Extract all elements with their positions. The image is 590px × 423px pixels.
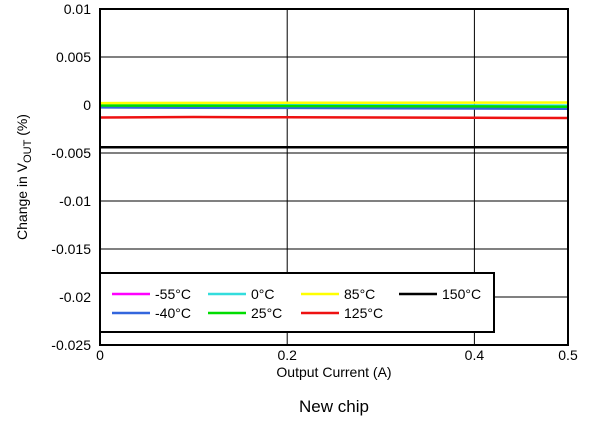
y-tick-label: -0.01 xyxy=(59,193,91,209)
series-line-125°C xyxy=(99,115,569,120)
y-axis-label-main: Change in V xyxy=(14,162,30,240)
series-layer xyxy=(99,101,569,149)
legend-box xyxy=(99,272,495,333)
y-axis-label: Change in VOUT (%) xyxy=(14,114,34,240)
legend-label-0°C: 0°C xyxy=(251,286,275,302)
x-axis-ticks: 0 0.2 0.4 0.5 xyxy=(96,347,578,363)
y-tick-label: -0.025 xyxy=(51,337,91,353)
y-tick-label: -0.02 xyxy=(59,289,91,305)
y-axis-label-sub: OUT xyxy=(22,139,34,163)
x-tick-label: 0.5 xyxy=(558,347,578,363)
y-tick-label: 0 xyxy=(83,97,91,113)
x-axis-label: Output Current (A) xyxy=(276,364,391,380)
series-line-85°C xyxy=(99,101,569,105)
chart-caption: New chip xyxy=(299,397,369,416)
legend-label--55°C: -55°C xyxy=(155,286,191,302)
x-tick-label: 0.4 xyxy=(465,347,485,363)
y-axis-ticks: 0.01 0.005 0 -0.005 -0.01 -0.015 -0.02 -0.025 xyxy=(51,1,91,353)
series-line--40°C xyxy=(99,106,569,111)
legend-label--40°C: -40°C xyxy=(155,305,191,321)
legend-label-125°C: 125°C xyxy=(344,305,383,321)
legend-label-150°C: 150°C xyxy=(442,286,481,302)
y-tick-label: 0.01 xyxy=(64,1,91,17)
plot-frame xyxy=(99,8,569,346)
x-tick-label: 0 xyxy=(96,347,104,363)
series-line-25°C xyxy=(99,104,569,108)
y-tick-label: 0.005 xyxy=(56,49,91,65)
legend: -55°C 0°C 85°C 150°C -40°C 25°C 125°C xyxy=(99,272,495,333)
y-axis-label-tail: (%) xyxy=(14,114,30,140)
legend-label-85°C: 85°C xyxy=(344,286,375,302)
x-tick-label: 0.2 xyxy=(277,347,297,363)
legend-label-25°C: 25°C xyxy=(251,305,282,321)
y-tick-label: -0.005 xyxy=(51,145,91,161)
y-tick-label: -0.015 xyxy=(51,241,91,257)
